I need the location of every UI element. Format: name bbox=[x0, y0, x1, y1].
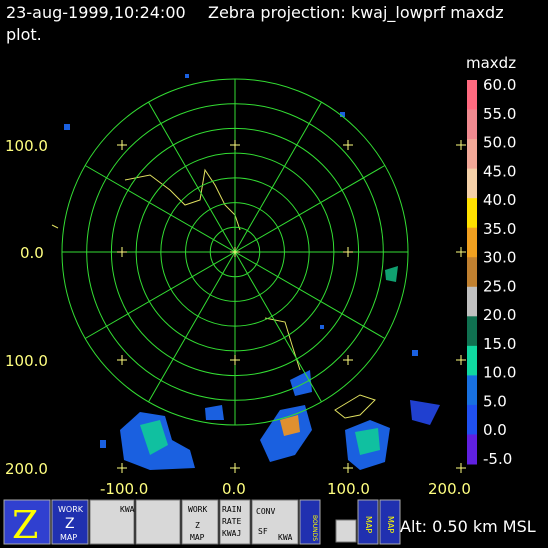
toolbar: Z WORK Z MAP KWAJ WORK Z MAP RAIN RATE K… bbox=[3, 499, 401, 547]
icon-text: MAP bbox=[60, 533, 77, 542]
colorbar-label: 60.0 bbox=[483, 76, 516, 94]
x-label: 200.0 bbox=[428, 480, 471, 498]
colorbar-swatch bbox=[467, 109, 477, 140]
colorbar-swatch bbox=[467, 80, 477, 111]
icon-text: WORK bbox=[58, 505, 84, 514]
icon-text: Z bbox=[65, 516, 75, 532]
colorbar-swatch bbox=[467, 434, 477, 465]
work-icon[interactable] bbox=[51, 499, 89, 545]
x-label: 0.0 bbox=[222, 480, 246, 498]
icon-text: SF bbox=[258, 527, 268, 536]
bounds-icon[interactable] bbox=[299, 499, 321, 545]
colorbar-swatch bbox=[467, 227, 477, 258]
time-label: 23-aug-1999,10:24:00 bbox=[6, 3, 186, 22]
y-label: 100.0 bbox=[5, 352, 48, 370]
map-icon[interactable] bbox=[357, 499, 379, 545]
icon-text: WORK bbox=[188, 505, 207, 514]
zebra-z: Z bbox=[12, 503, 38, 547]
icon-text: MAP bbox=[386, 516, 395, 533]
colorbar-label: 30.0 bbox=[483, 249, 516, 267]
colorbar-swatch bbox=[467, 286, 477, 317]
grid-icon[interactable] bbox=[335, 519, 357, 543]
colorbar-title: maxdz bbox=[466, 54, 516, 72]
conv-icon[interactable] bbox=[251, 499, 299, 545]
colorbar-label: 20.0 bbox=[483, 306, 516, 324]
y-label: 200.0 bbox=[5, 460, 48, 478]
x-label: 100.0 bbox=[327, 480, 370, 498]
map-icon[interactable] bbox=[379, 499, 401, 545]
x-label: -100.0 bbox=[100, 480, 148, 498]
status-alt: Alt: 0.50 km MSL bbox=[400, 517, 536, 536]
colorbar-swatch bbox=[467, 198, 477, 229]
icon-text: MAP bbox=[190, 533, 205, 542]
colorbar-label: -5.0 bbox=[483, 450, 512, 468]
icon-text: KWA bbox=[278, 533, 293, 542]
colorbar-label: 55.0 bbox=[483, 105, 516, 123]
colorbar-swatch bbox=[467, 168, 477, 199]
colorbar-label: 40.0 bbox=[483, 191, 516, 209]
icon-text: RATE bbox=[222, 517, 241, 526]
icon-text: CONV bbox=[256, 507, 275, 516]
colorbar-swatch bbox=[467, 257, 477, 288]
title-cont: plot. bbox=[6, 25, 42, 44]
icon-text: KWAJ bbox=[222, 529, 241, 538]
colorbar: 60.0 55.0 50.0 45.0 40.0 35.0 30.0 25.0 20.0 15.0… bbox=[467, 76, 516, 468]
radar-icon[interactable] bbox=[135, 499, 181, 545]
colorbar-label: 25.0 bbox=[483, 277, 516, 295]
icon-text: MAP bbox=[364, 516, 373, 533]
icon-text: Z bbox=[195, 521, 200, 530]
colorbar-swatch bbox=[467, 345, 477, 376]
y-label: 0.0 bbox=[20, 244, 44, 262]
icon-text: RAIN bbox=[222, 505, 241, 514]
y-label: 100.0 bbox=[5, 137, 48, 155]
icon-text: BOUNDS bbox=[311, 515, 318, 541]
echoes bbox=[64, 74, 440, 470]
zebra-icon[interactable] bbox=[3, 499, 51, 545]
work-icon[interactable] bbox=[181, 499, 219, 545]
colorbar-swatch bbox=[467, 375, 477, 406]
colorbar-label: 45.0 bbox=[483, 162, 516, 180]
icon-text: KWAJ bbox=[120, 505, 139, 514]
colorbar-label: 10.0 bbox=[483, 364, 516, 382]
colorbar-swatch bbox=[467, 316, 477, 347]
colorbar-label: 50.0 bbox=[483, 134, 516, 152]
kwaj-icon[interactable] bbox=[89, 499, 135, 545]
radar-plot bbox=[51, 74, 466, 473]
rain-icon[interactable] bbox=[219, 499, 251, 545]
colorbar-label: 35.0 bbox=[483, 220, 516, 238]
colorbar-swatch bbox=[467, 404, 477, 435]
colorbar-label: 5.0 bbox=[483, 392, 507, 410]
colorbar-label: 0.0 bbox=[483, 421, 507, 439]
colorbar-label: 15.0 bbox=[483, 335, 516, 353]
colorbar-swatch bbox=[467, 139, 477, 170]
title: Zebra projection: kwaj_lowprf maxdz bbox=[208, 3, 504, 23]
